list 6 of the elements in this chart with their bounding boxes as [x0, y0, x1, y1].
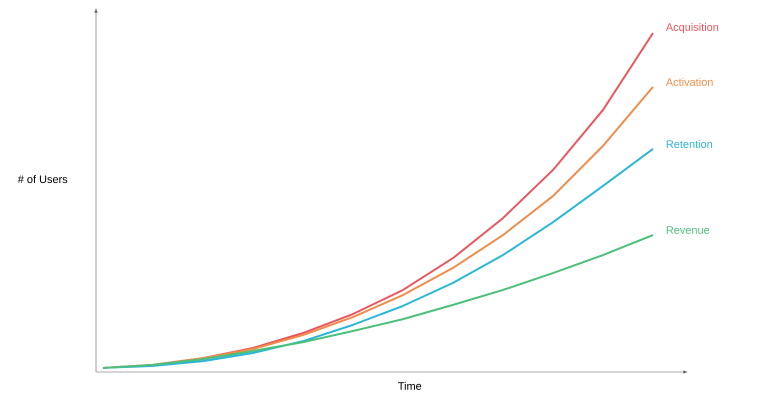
y-axis-title: # of Users [18, 175, 68, 184]
series-label: Activation [666, 78, 713, 86]
series-label: Acquisition [666, 22, 718, 34]
series-label: Retention [666, 140, 712, 148]
x-axis-title: Time [398, 382, 422, 390]
series-label: Revenue [666, 226, 710, 234]
